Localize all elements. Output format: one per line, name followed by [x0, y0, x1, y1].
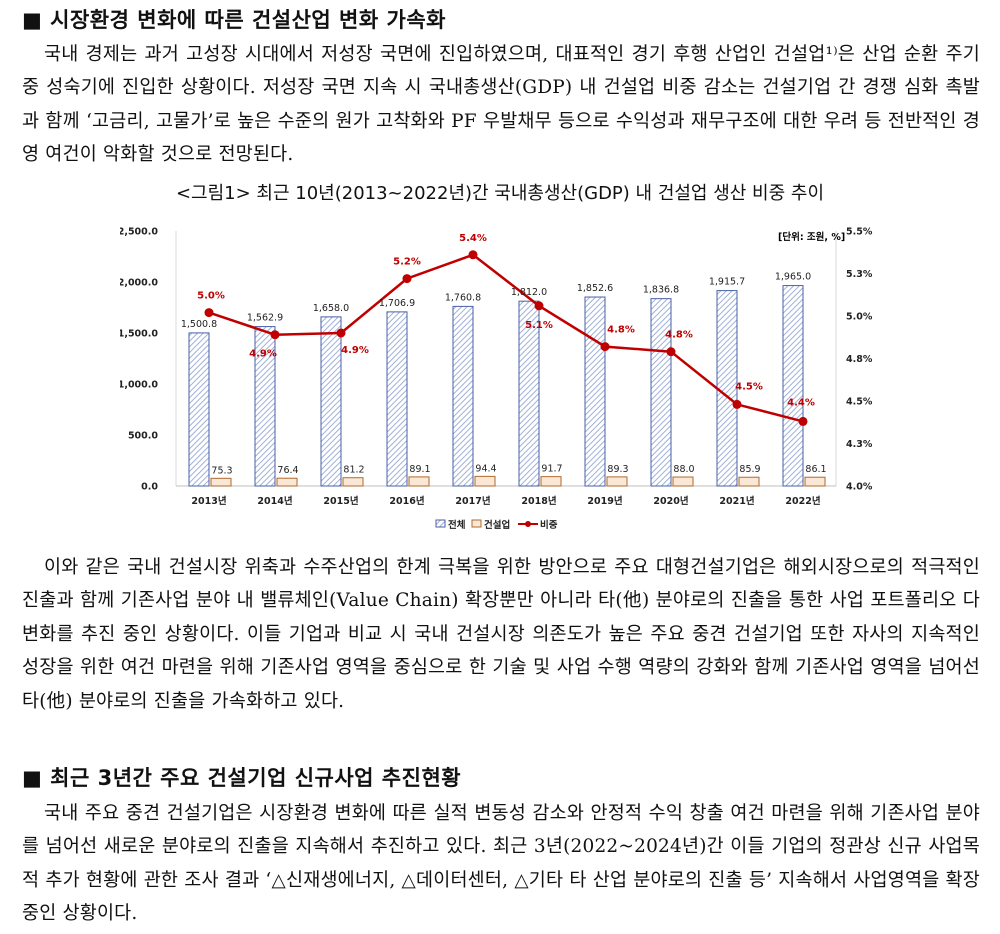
x-tick-label: 2022년	[785, 495, 820, 507]
data-label-construction: 85.9	[739, 464, 760, 475]
data-label-construction: 88.0	[673, 464, 694, 475]
bar-construction	[672, 476, 694, 487]
y-tick-right: 4.3%	[846, 439, 873, 450]
data-label-construction: 91.7	[541, 464, 562, 475]
bar-construction	[276, 477, 298, 487]
y-tick-left: 0.0	[141, 482, 158, 493]
legend-marker-ratio	[525, 521, 531, 527]
point-ratio	[600, 342, 610, 352]
section-heading-new-business: ■ 최근 3년간 주요 건설기업 신규사업 추진현황	[22, 766, 462, 790]
legend-swatch-construction	[471, 519, 482, 528]
data-label-total: 1,500.8	[181, 319, 217, 330]
bar-total	[188, 332, 210, 487]
y-tick-right: 5.5%	[846, 227, 873, 238]
x-tick-label: 2020년	[653, 495, 688, 507]
x-tick-label: 2013년	[191, 495, 226, 507]
data-label-total: 1,658.0	[313, 303, 349, 314]
x-tick-label: 2019년	[587, 495, 622, 507]
data-label-ratio: 5.0%	[197, 291, 225, 302]
y-tick-left: 1,000.0	[120, 380, 158, 391]
legend-label-total: 전체	[448, 519, 465, 531]
bar-construction	[804, 476, 826, 487]
section-heading-market-change: ■ 시장환경 변화에 따른 건설산업 변화 가속화	[22, 8, 446, 32]
bar-construction	[606, 476, 628, 487]
x-tick-label: 2017년	[455, 495, 490, 507]
data-label-ratio: 4.5%	[735, 381, 763, 392]
bar-total	[650, 298, 672, 487]
bar-total	[584, 296, 606, 487]
figure-caption: <그림1> 최근 10년(2013~2022년)간 국내총생산(GDP) 내 건…	[175, 183, 825, 204]
paragraph-intro: 국내 경제는 과거 고성장 시대에서 저성장 국면에 진입하였으며, 대표적인 …	[22, 44, 980, 166]
y-tick-right: 5.3%	[846, 269, 873, 280]
x-tick-label: 2021년	[719, 495, 754, 507]
point-ratio	[798, 416, 808, 426]
point-ratio	[666, 347, 676, 357]
data-label-total: 1,562.9	[247, 313, 283, 324]
bar-total	[320, 316, 342, 487]
data-label-total: 1,812.0	[511, 287, 547, 298]
gdp-construction-chart: 0.0 500.0 1,000.0 1,500.0 2,000.0 2,500.0 4.0%…	[120, 227, 873, 532]
data-label-construction: 76.4	[277, 465, 298, 476]
data-label-ratio: 5.2%	[393, 257, 421, 268]
data-label-total: 1,760.8	[445, 292, 481, 303]
point-ratio	[204, 308, 214, 318]
point-ratio	[336, 328, 346, 338]
point-ratio	[402, 274, 412, 284]
data-label-construction: 81.2	[343, 465, 364, 476]
bar-construction	[210, 477, 232, 487]
x-tick-label: 2016년	[389, 495, 424, 507]
paragraph-diversification: 이와 같은 국내 건설시장 위축과 수주산업의 한계 극복을 위한 방안으로 주…	[22, 557, 980, 712]
bar-total	[452, 305, 474, 487]
legend-label-construction: 건설업	[484, 519, 510, 531]
data-label-ratio: 4.8%	[665, 330, 693, 341]
bar-total	[782, 285, 804, 487]
bar-total	[716, 290, 738, 487]
paragraph-new-business: 국내 주요 중견 건설기업은 시장환경 변화에 따른 실적 변동성 감소와 안정…	[22, 803, 980, 925]
x-tick-label: 2014년	[257, 495, 292, 507]
bar-construction	[738, 476, 760, 487]
data-label-ratio: 4.4%	[787, 397, 815, 408]
data-label-ratio: 5.1%	[525, 320, 553, 331]
bar-construction	[342, 477, 364, 487]
point-ratio	[468, 250, 478, 260]
data-label-construction: 89.3	[607, 464, 628, 475]
legend-swatch-total	[435, 519, 446, 528]
bar-total	[518, 300, 540, 487]
data-label-total: 1,706.9	[379, 298, 415, 309]
point-ratio	[732, 399, 742, 409]
bar-total	[254, 326, 276, 487]
legend-label-ratio: 비중	[540, 519, 558, 531]
bar-construction	[408, 476, 430, 487]
data-label-total: 1,965.0	[775, 272, 811, 283]
data-label-construction: 86.1	[805, 464, 826, 475]
y-tick-left: 2,500.0	[120, 227, 158, 238]
bar-construction	[540, 476, 562, 487]
y-tick-left: 2,000.0	[120, 278, 158, 289]
data-label-total: 1,852.6	[577, 283, 613, 294]
data-label-construction: 89.1	[409, 464, 430, 475]
data-label-construction: 75.3	[211, 465, 232, 476]
y-tick-left: 500.0	[128, 431, 158, 442]
data-label-ratio: 4.9%	[249, 349, 277, 360]
y-tick-right: 5.0%	[846, 312, 873, 323]
y-tick-right: 4.5%	[846, 397, 873, 408]
data-label-total: 1,915.7	[709, 277, 745, 288]
bar-construction	[474, 475, 496, 487]
x-tick-label: 2015년	[323, 495, 358, 507]
series-line-ratio	[208, 253, 804, 423]
point-ratio	[534, 301, 544, 311]
data-label-ratio: 4.8%	[607, 325, 635, 336]
data-label-construction: 94.4	[475, 463, 496, 474]
unit-label: [단위: 조원, %]	[778, 231, 845, 243]
chart-legend: 전체 건설업 비중	[435, 519, 558, 531]
y-tick-left: 1,500.0	[120, 329, 158, 340]
y-tick-right: 4.0%	[846, 482, 873, 493]
data-label-ratio: 4.9%	[341, 345, 369, 356]
point-ratio	[270, 330, 280, 340]
y-tick-right: 4.8%	[846, 354, 873, 365]
x-tick-label: 2018년	[521, 495, 556, 507]
bar-total	[386, 311, 408, 487]
data-label-total: 1,836.8	[643, 285, 679, 296]
data-label-ratio: 5.4%	[459, 233, 487, 244]
